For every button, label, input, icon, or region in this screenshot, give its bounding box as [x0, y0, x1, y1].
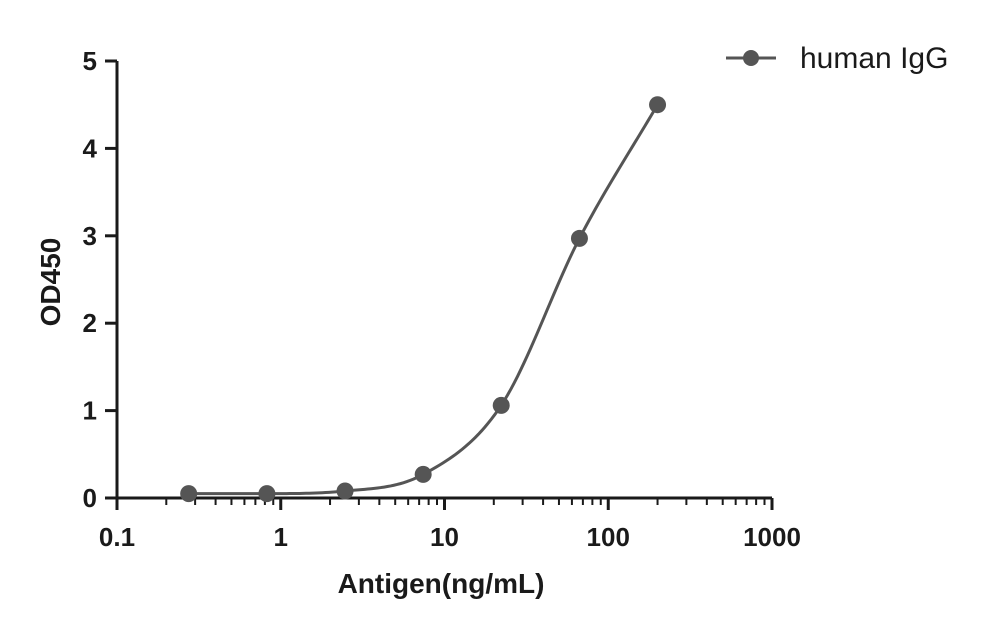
- fit-curve: [188, 103, 659, 496]
- y-tick-label: 3: [83, 221, 97, 251]
- data-point: [570, 229, 588, 247]
- legend-label: human IgG: [800, 42, 948, 75]
- x-tick-labels: 0.1 1 10 100 1000: [99, 522, 801, 552]
- y-tick-label: 4: [83, 133, 98, 163]
- series-group: [180, 96, 667, 503]
- x-tick-label: 1: [274, 522, 288, 552]
- y-tick-label: 1: [83, 396, 97, 426]
- data-point: [258, 485, 276, 503]
- y-tick-label: 2: [83, 308, 97, 338]
- y-tick-labels: 0 1 2 3 4 5: [83, 46, 98, 513]
- y-tick-label: 0: [83, 483, 97, 513]
- data-point: [180, 485, 198, 503]
- y-ticks: [105, 59, 117, 500]
- legend: human IgG: [726, 42, 948, 75]
- legend-marker-dot: [743, 50, 759, 66]
- y-axis-title: OD450: [35, 238, 66, 327]
- axes: [115, 61, 772, 500]
- x-tick-label: 10: [430, 522, 459, 552]
- x-ticks: [115, 498, 774, 510]
- x-tick-label: 100: [587, 522, 630, 552]
- data-point: [492, 396, 510, 414]
- x-axis-title: Antigen(ng/mL): [338, 568, 545, 599]
- x-tick-label: 1000: [743, 522, 801, 552]
- x-tick-label: 0.1: [99, 522, 135, 552]
- data-point: [336, 482, 354, 500]
- y-tick-label: 5: [83, 46, 97, 76]
- data-point: [649, 96, 667, 114]
- data-point: [414, 465, 432, 483]
